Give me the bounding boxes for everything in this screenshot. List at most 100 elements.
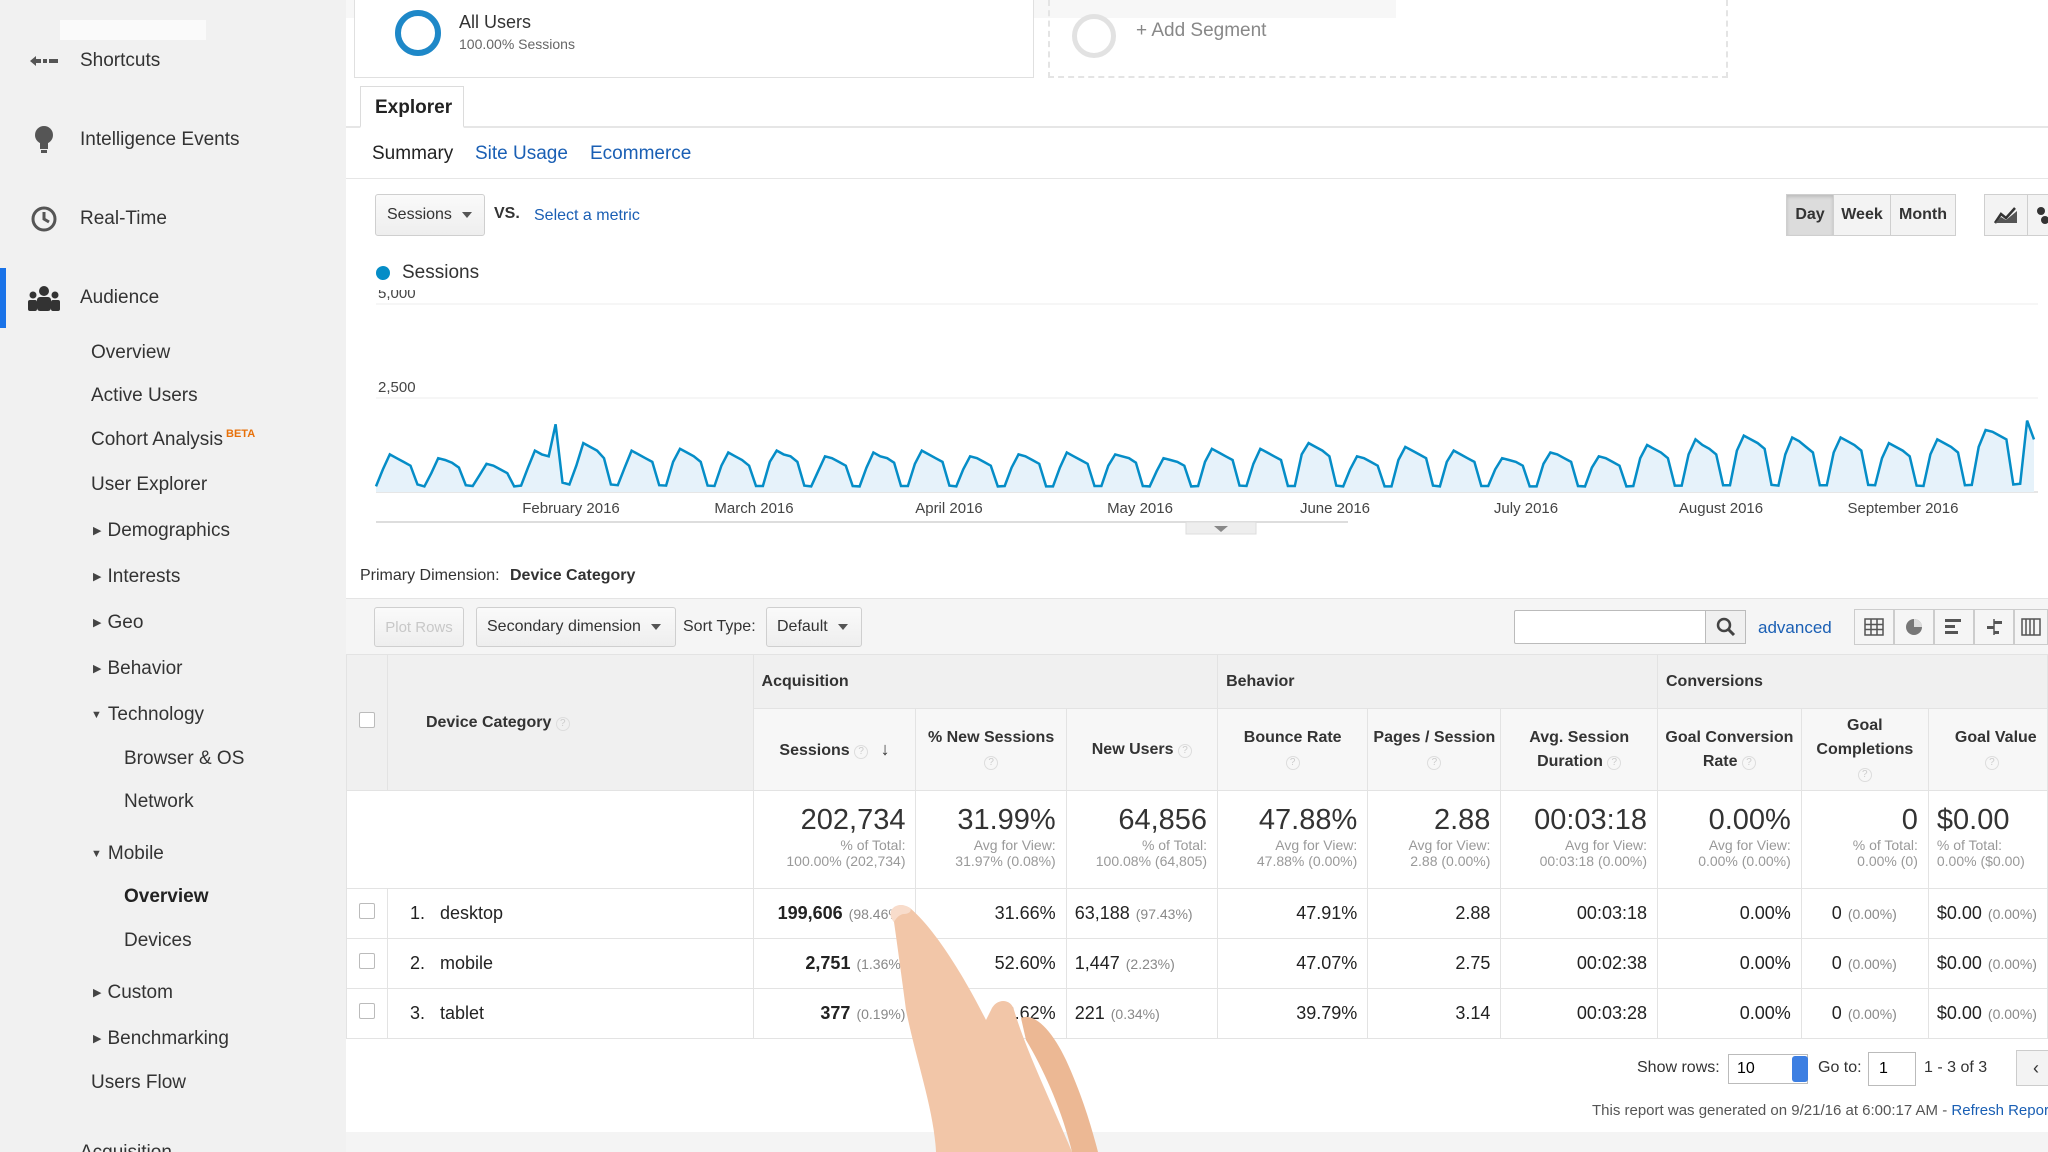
subtab-ecommerce[interactable]: Ecommerce [590,143,692,164]
granularity-day-button[interactable]: Day [1786,194,1834,236]
sidebar-item-custom[interactable]: ▶ Custom [93,982,173,1004]
tab-divider [346,126,2048,128]
row-checkbox[interactable] [358,953,375,969]
conversion-cell: 0.00% [1657,888,1802,939]
col-sessions[interactable]: Sessions ? ↓ [752,708,917,791]
help-icon: ? [1607,755,1622,770]
sidebar-item-technology[interactable]: ▼ Technology [91,704,204,726]
prev-page-button[interactable]: ‹ [2016,1050,2048,1086]
expand-triangle-icon: ▶ [93,525,102,537]
total-sub-label: % of Total: [840,837,906,853]
expand-triangle-icon: ▶ [93,1033,102,1045]
sidebar-item-audience[interactable]: Audience [0,268,346,328]
comparison-view-button[interactable] [1974,609,2014,645]
line-chart-view-button[interactable] [1984,194,2028,236]
pivot-view-button[interactable] [2014,609,2048,645]
col-goal-value[interactable]: Goal Value? [1927,708,2048,791]
bar-view-button[interactable] [1934,609,1974,645]
plot-rows-button[interactable]: Plot Rows [374,607,464,647]
subtab-site-usage[interactable]: Site Usage [475,143,568,164]
duration-cell: 00:03:18 [1500,888,1658,939]
metric-dropdown[interactable]: Sessions [375,194,485,236]
sidebar-item-benchmarking[interactable]: ▶ Benchmarking [93,1028,229,1050]
device-cell: 3. tablet [386,988,754,1039]
add-segment-card[interactable]: + Add Segment [1048,0,1728,78]
sidebar-item-shortcuts[interactable]: Shortcuts [0,31,346,91]
mobile-label: Mobile [107,843,164,864]
select-metric-link[interactable]: Select a metric [534,207,640,224]
device-name[interactable]: desktop [439,903,504,923]
col-goal-completions[interactable]: Goal Completions? [1800,708,1929,791]
total-value: 00:03:18 [1534,804,1647,836]
col-pages-session[interactable]: Pages / Session ? [1367,708,1502,791]
sort-type-dropdown[interactable]: Default [766,607,862,647]
sidebar-item-behavior[interactable]: ▶ Behavior [93,658,182,680]
sessions-value: 377 [820,1003,851,1023]
select-all-checkbox[interactable] [358,712,375,728]
pie-chart-icon [1906,619,1922,635]
col-bounce-rate[interactable]: Bounce Rate? [1217,708,1369,791]
granularity-month-button[interactable]: Month [1890,194,1956,236]
advanced-link[interactable]: advanced [1758,618,1832,637]
sessions-value: 2,751 [805,953,851,973]
primary-dimension-value[interactable]: Device Category [510,567,636,584]
bar-chart-icon [1945,619,1961,634]
sidebar-item-users-flow[interactable]: Users Flow [91,1072,187,1093]
completions-cell: 0 (0.00%) [1800,888,1929,939]
sidebar-item-browser-os[interactable]: Browser & OS [124,748,245,769]
sidebar-item-acquisition[interactable]: Acquisition [80,1142,172,1152]
help-icon: ? [1741,755,1756,770]
table-view-button[interactable] [1854,609,1894,645]
col-goal-completions-label: Goal Completions [1816,716,1914,758]
vs-label: VS. [494,205,520,222]
duration-cell: 00:02:38 [1500,938,1658,989]
sidebar-item-devices[interactable]: Devices [124,930,192,951]
col-avg-duration[interactable]: Avg. Session Duration ? [1500,708,1658,791]
sidebar-item-intelligence-events[interactable]: Intelligence Events [0,110,346,170]
sidebar-item-network[interactable]: Network [124,791,194,812]
sidebar-item-label: Shortcuts [80,50,161,71]
col-goal-conversion[interactable]: Goal Conversion Rate ? [1657,708,1802,791]
row-number: 2. [409,953,425,973]
goal-value-cell: $0.00 (0.00%) [1927,888,2048,939]
subtab-summary[interactable]: Summary [372,143,454,164]
device-name[interactable]: tablet [439,1003,485,1023]
sidebar-item-user-explorer[interactable]: User Explorer [91,474,208,495]
x-tick-label: August 2016 [1679,500,1763,517]
sidebar-item-mobile[interactable]: ▼ Mobile [91,843,164,865]
table-search-input[interactable] [1514,610,1706,644]
goto-input[interactable] [1868,1052,1916,1086]
pie-view-button[interactable] [1894,609,1934,645]
refresh-report-link[interactable]: Refresh Report [1951,1102,2048,1119]
sidebar-item-demographics[interactable]: ▶ Demographics [93,520,230,542]
completions-value: 0 [1831,1003,1842,1023]
total-value: 47.88% [1258,804,1358,836]
x-tick-label: April 2016 [915,500,983,517]
tab-explorer[interactable]: Explorer [360,86,464,128]
add-segment-label: + Add Segment [1136,20,1267,41]
row-checkbox[interactable] [358,1003,375,1019]
segment-name: All Users [459,12,532,32]
granularity-week-button[interactable]: Week [1833,194,1891,236]
col-new-sessions[interactable]: % New Sessions? [915,708,1067,791]
sidebar-item-interests[interactable]: ▶ Interests [93,566,180,588]
secondary-dimension-dropdown[interactable]: Secondary dimension [476,607,676,647]
dimension-header[interactable]: Device Category ? [386,654,754,791]
sidebar-item-overview[interactable]: Overview [91,342,171,363]
total-cell: 0% of Total: 0.00% (0) [1800,790,1929,889]
sidebar-item-geo[interactable]: ▶ Geo [93,612,143,634]
custom-label: Custom [107,982,173,1003]
search-button[interactable] [1706,610,1746,644]
device-name[interactable]: mobile [439,953,494,973]
segment-card[interactable]: All Users 100.00% Sessions [354,0,1034,78]
table-row[interactable]: 1. desktop 199,606 (98.46%) 31.66% 63,188… [346,888,2048,939]
col-new-users[interactable]: New Users ? [1065,708,1219,791]
sidebar-item-real-time[interactable]: Real-Time [0,189,346,249]
motion-chart-view-button[interactable] [2027,194,2048,236]
sidebar-item-active-users[interactable]: Active Users [91,385,198,406]
row-checkbox[interactable] [358,903,375,919]
sidebar-item-cohort-analysis[interactable]: Cohort Analysis BETA [91,428,255,451]
table-row[interactable]: 3. tablet 377 (0.19%) 58.62% 221 (0.34%) 3… [346,988,2048,1039]
table-row[interactable]: 2. mobile 2,751 (1.36%) 52.60% 1,447 (2.23… [346,938,2048,989]
sidebar-item-mobile-overview[interactable]: Overview [124,886,209,907]
